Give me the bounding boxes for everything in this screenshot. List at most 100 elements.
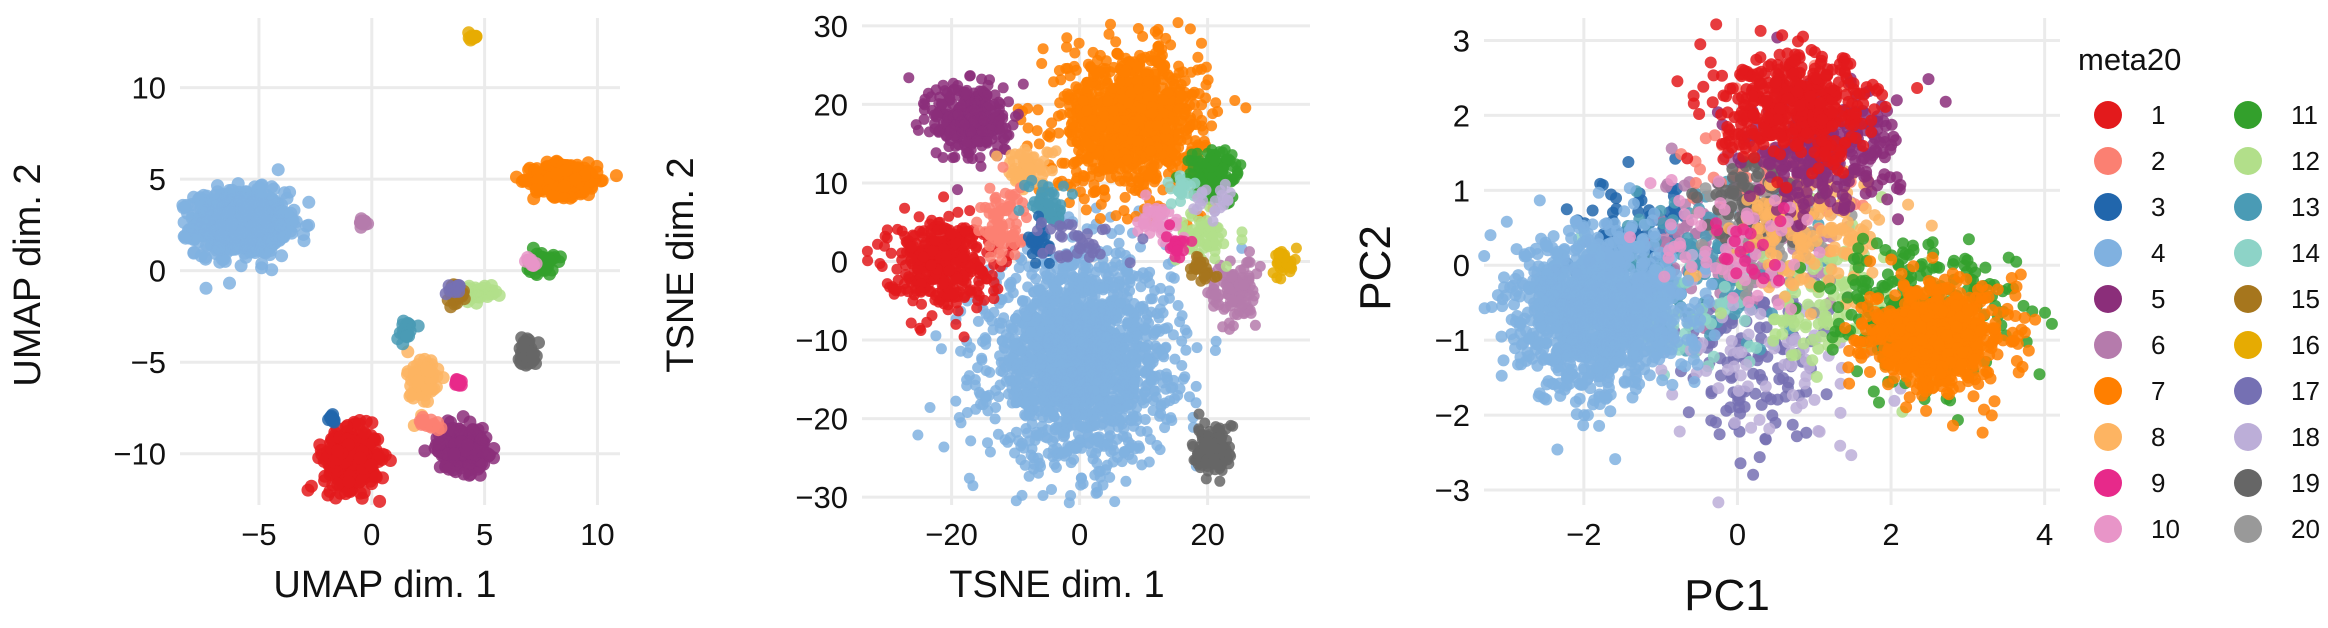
umap-point-group-5 xyxy=(442,462,456,476)
tsne-point-group-7 xyxy=(1095,120,1107,132)
tsne-point-group-4 xyxy=(979,332,991,344)
tsne-point-group-4 xyxy=(1084,353,1096,365)
tsne-point-group-7 xyxy=(1192,51,1204,63)
umap-point-group-6 xyxy=(359,217,372,231)
umap-point-group-4 xyxy=(225,216,239,230)
tsne-point-group-7 xyxy=(1083,152,1095,164)
umap-point-group-5 xyxy=(432,437,446,451)
tsne-point-group-4 xyxy=(1066,338,1078,350)
tsne-point-group-7 xyxy=(1119,191,1131,203)
tsne-point-group-4 xyxy=(1133,440,1145,452)
tsne-point-group-4 xyxy=(1098,385,1110,397)
tsne-point-group-7 xyxy=(1077,95,1089,107)
tsne-point-group-7 xyxy=(1108,105,1119,117)
tsne-point-group-4 xyxy=(1097,411,1108,423)
tsne-point-group-7 xyxy=(1118,124,1130,136)
tsne-point-group-7 xyxy=(1121,154,1133,166)
tsne-point-group-4 xyxy=(1124,277,1136,289)
umap-point-group-15 xyxy=(444,300,458,314)
umap-point-group-9 xyxy=(452,376,466,390)
tsne-point-group-4 xyxy=(1109,496,1121,508)
tsne-point-group-7 xyxy=(1110,36,1122,48)
umap-point-group-7 xyxy=(590,165,604,179)
tsne-point-group-4 xyxy=(1104,423,1115,435)
tsne-point-group-4 xyxy=(955,345,967,357)
umap-point-group-7 xyxy=(609,169,623,183)
tsne-point-group-7 xyxy=(1176,90,1188,102)
tsne-point-group-4 xyxy=(1090,275,1101,286)
tsne-point-group-7 xyxy=(1135,103,1147,114)
tsne-point-group-4 xyxy=(967,480,979,492)
tsne-point-group-4 xyxy=(1075,472,1087,484)
tsne-point-group-7 xyxy=(1098,184,1110,196)
tsne-point-group-7 xyxy=(1153,44,1165,56)
tsne-point-group-4 xyxy=(1020,310,1032,322)
tsne-point-group-7 xyxy=(1037,43,1049,55)
tsne-point-group-7 xyxy=(1206,120,1218,132)
umap-point-group-4 xyxy=(179,231,193,245)
tsne-point-group-4 xyxy=(1131,415,1142,426)
umap-point-group-4 xyxy=(211,199,224,212)
umap-point-group-1 xyxy=(342,484,356,498)
tsne-point-group-4 xyxy=(1077,266,1089,278)
tsne-point-group-7 xyxy=(1157,62,1169,74)
tsne-point-group-4 xyxy=(1010,272,1022,284)
tsne-point-group-4 xyxy=(996,335,1008,347)
umap-point-group-4 xyxy=(238,201,252,215)
umap-y-tick-label: −5 xyxy=(131,345,166,380)
tsne-point-group-7 xyxy=(1151,120,1163,131)
tsne-point-group-7 xyxy=(1142,90,1154,102)
tsne-point-group-7 xyxy=(1157,94,1169,106)
tsne-point-group-7 xyxy=(1121,213,1133,225)
tsne-point-group-7 xyxy=(1110,210,1122,222)
tsne-point-group-4 xyxy=(986,315,998,327)
tsne-point-group-4 xyxy=(1047,444,1059,456)
umap-point-group-4 xyxy=(199,223,213,237)
tsne-point-group-7 xyxy=(1132,61,1144,73)
tsne-point-group-7 xyxy=(1132,175,1144,187)
tsne-point-group-4 xyxy=(1073,319,1085,331)
tsne-point-group-4 xyxy=(1010,426,1022,438)
umap-point-group-1 xyxy=(304,479,318,493)
tsne-point-group-4 xyxy=(938,441,950,453)
tsne-point-group-4 xyxy=(1000,375,1012,387)
tsne-point-group-4 xyxy=(1126,453,1138,465)
umap-point-group-4 xyxy=(214,218,228,232)
umap-y-tick-label: 0 xyxy=(149,254,166,289)
tsne-point-group-4 xyxy=(1053,274,1065,286)
tsne-point-group-4 xyxy=(1020,423,1032,434)
umap-point-group-1 xyxy=(369,470,383,484)
tsne-point-group-7 xyxy=(1186,88,1198,100)
tsne-point-group-7 xyxy=(1142,76,1154,88)
umap-points xyxy=(176,26,623,508)
tsne-point-group-4 xyxy=(1165,412,1177,424)
tsne-point-group-4 xyxy=(1029,434,1041,446)
tsne-point-group-7 xyxy=(1073,83,1084,95)
tsne-point-group-4 xyxy=(1190,380,1202,392)
tsne-point-group-4 xyxy=(1078,388,1090,400)
umap-point-group-10 xyxy=(523,254,537,268)
tsne-point-group-4 xyxy=(1025,326,1037,338)
tsne-point-group-7 xyxy=(1086,114,1098,126)
tsne-point-group-4 xyxy=(1176,360,1188,371)
tsne-point-group-7 xyxy=(1071,156,1083,168)
tsne-point-group-4 xyxy=(1154,325,1166,337)
tsne-point-group-7 xyxy=(1070,64,1082,76)
umap-point-group-7 xyxy=(530,162,544,176)
tsne-point-group-4 xyxy=(1086,447,1098,459)
tsne-point-group-4 xyxy=(1065,457,1077,469)
tsne-point-group-4 xyxy=(1097,349,1109,361)
tsne-point-group-4 xyxy=(912,429,924,441)
tsne-point-group-4 xyxy=(1039,374,1051,386)
tsne-point-group-4 xyxy=(1136,365,1147,377)
umap-point-group-4 xyxy=(284,212,298,226)
umap-point-group-1 xyxy=(365,416,379,430)
tsne-point-group-4 xyxy=(1091,457,1103,469)
tsne-point-group-4 xyxy=(1057,342,1068,354)
umap-point-group-1 xyxy=(357,485,371,499)
tsne-point-group-4 xyxy=(1114,247,1126,259)
tsne-point-group-7 xyxy=(1147,107,1159,119)
tsne-point-group-7 xyxy=(1142,169,1154,181)
tsne-point-group-7 xyxy=(1058,90,1070,102)
tsne-point-group-4 xyxy=(999,434,1011,446)
